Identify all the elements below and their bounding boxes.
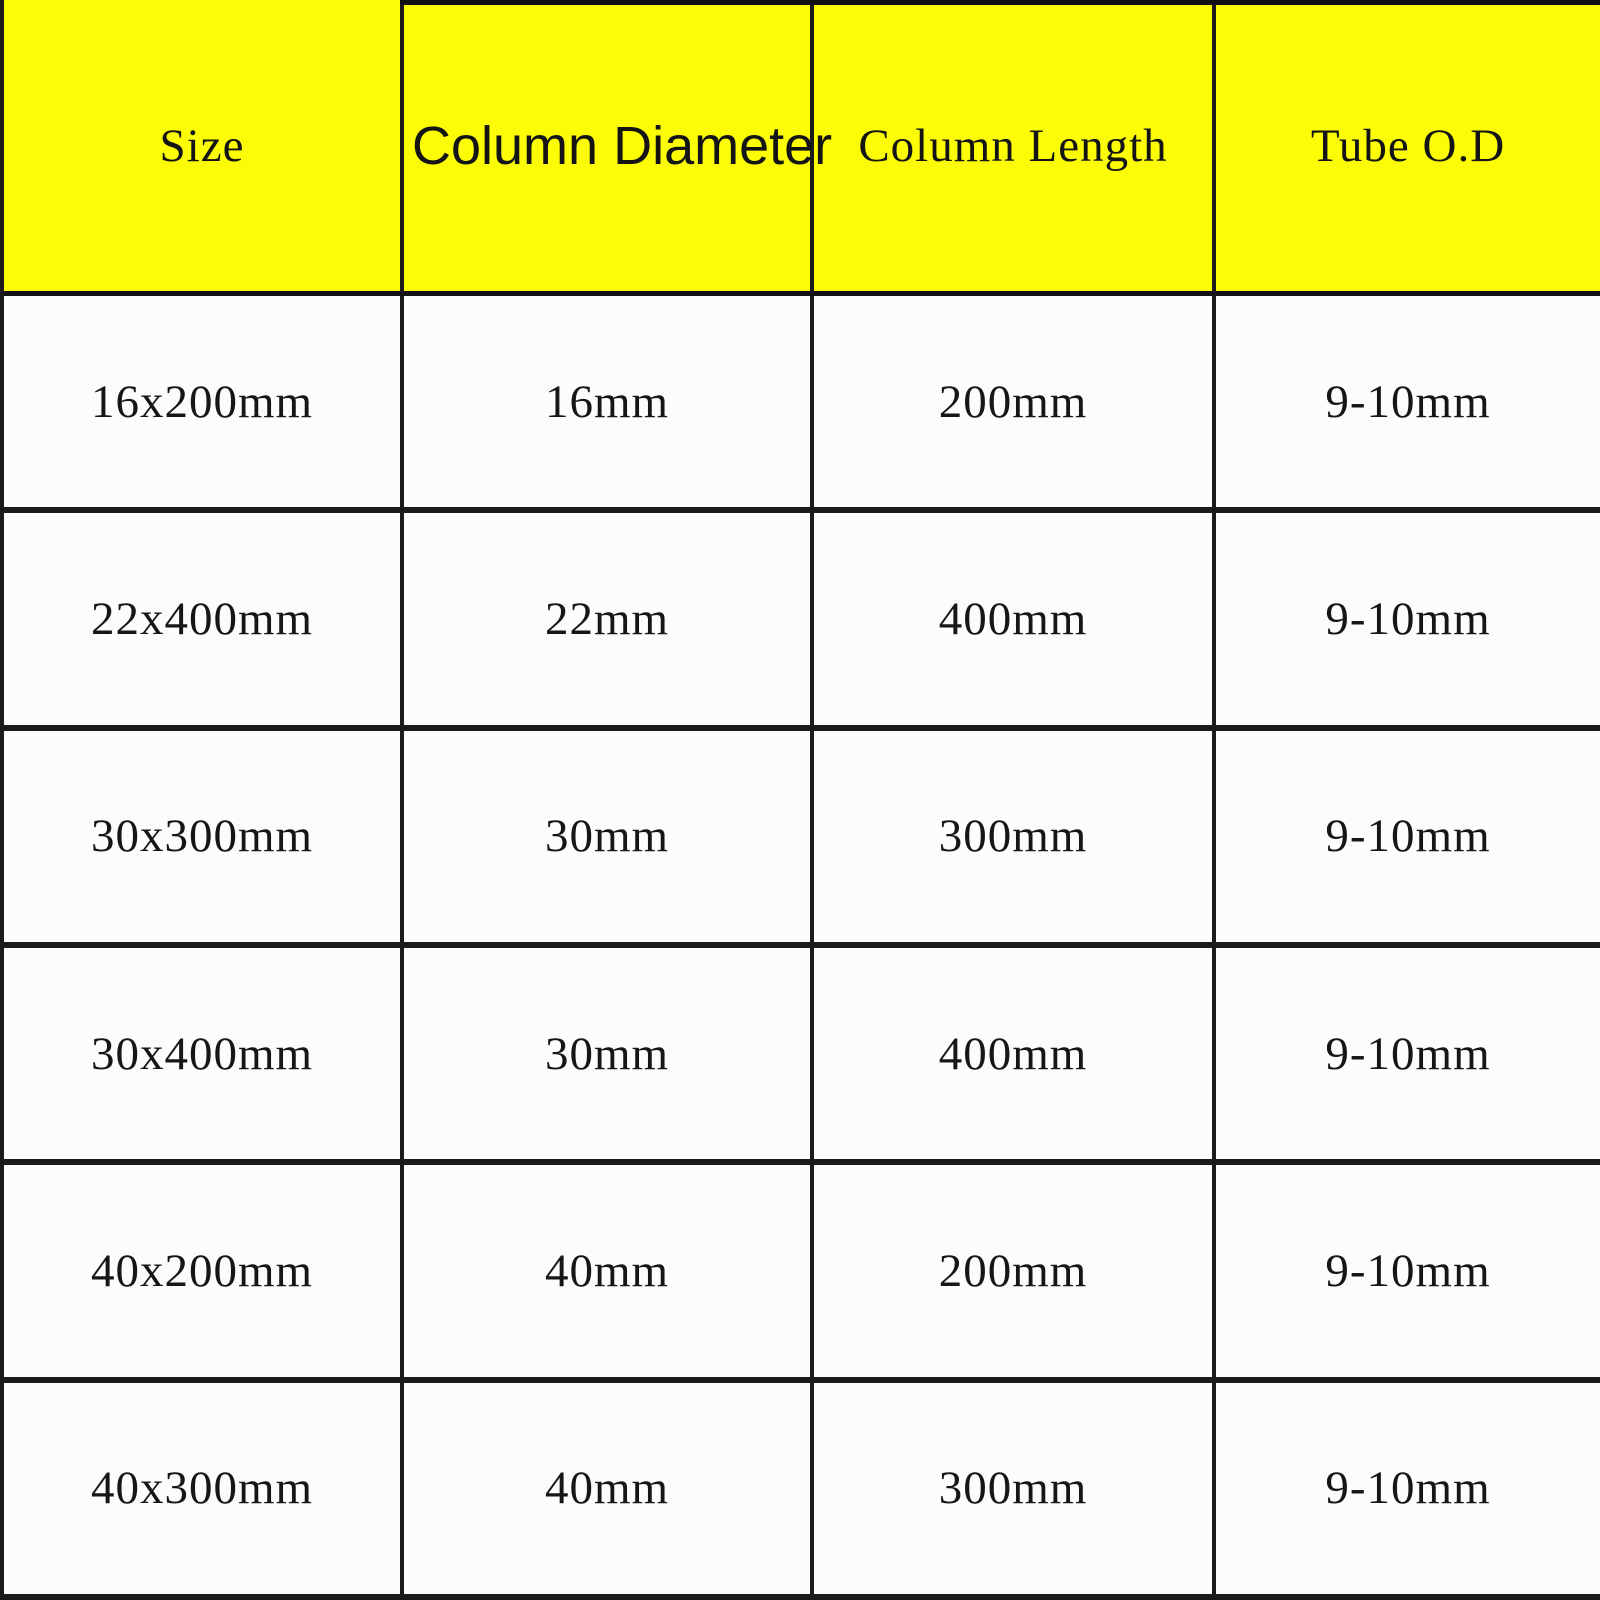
table-cell-length-2: 400mm <box>814 513 1216 731</box>
cell-value: 200mm <box>938 1244 1088 1297</box>
table-cell-diameter-2: 22mm <box>404 513 814 731</box>
cell-value: 9-10mm <box>1325 1462 1491 1515</box>
table-cell-size-3: 30x300mm <box>4 730 404 948</box>
cell-value: 30mm <box>544 810 670 863</box>
cell-value: 40x200mm <box>90 1244 314 1297</box>
header-cell-tube-od: Tube O.D <box>1216 0 1600 296</box>
table-cell-length-4: 400mm <box>814 947 1216 1166</box>
table-cell-tubeod-1: 9-10mm <box>1216 296 1600 514</box>
cell-value: 400mm <box>938 1027 1088 1080</box>
header-cell-size: Size <box>4 0 404 296</box>
top-border-strip <box>400 0 1600 5</box>
header-label-tube-od: Tube O.D <box>1310 119 1506 172</box>
cell-value: 9-10mm <box>1325 375 1491 428</box>
cell-value: 300mm <box>938 1462 1088 1515</box>
table-cell-diameter-1: 16mm <box>404 296 814 514</box>
cell-value: 9-10mm <box>1325 592 1491 645</box>
cell-value: 40mm <box>544 1244 670 1297</box>
header-cell-column-length: Column Length <box>814 0 1216 296</box>
cell-value: 40mm <box>544 1462 670 1515</box>
table-cell-diameter-4: 30mm <box>404 947 814 1166</box>
cell-value: 300mm <box>938 810 1088 863</box>
table-cell-size-2: 22x400mm <box>4 513 404 731</box>
table-cell-size-6: 40x300mm <box>4 1382 404 1600</box>
cell-value: 9-10mm <box>1325 1027 1491 1080</box>
table-cell-diameter-3: 30mm <box>404 730 814 948</box>
header-cell-column-diameter: Column Diameter <box>404 0 832 296</box>
header-label-size: Size <box>159 119 245 172</box>
table-cell-length-1: 200mm <box>814 296 1216 514</box>
cell-value: 22x400mm <box>90 592 314 645</box>
cell-value: 30x400mm <box>90 1027 314 1080</box>
header-label-column-length: Column Length <box>858 119 1168 172</box>
table-cell-diameter-6: 40mm <box>404 1382 814 1600</box>
cell-value: 9-10mm <box>1325 1244 1491 1297</box>
table-cell-length-3: 300mm <box>814 730 1216 948</box>
table-cell-tubeod-2: 9-10mm <box>1216 513 1600 731</box>
cell-value: 16x200mm <box>90 375 314 428</box>
cell-value: 9-10mm <box>1325 810 1491 863</box>
table-cell-diameter-5: 40mm <box>404 1165 814 1383</box>
cell-value: 22mm <box>544 592 670 645</box>
table-cell-size-4: 30x400mm <box>4 947 404 1166</box>
table-cell-size-1: 16x200mm <box>4 296 404 514</box>
cell-value: 40x300mm <box>90 1462 314 1515</box>
table-cell-tubeod-3: 9-10mm <box>1216 730 1600 948</box>
cell-value: 30x300mm <box>90 810 314 863</box>
table-cell-size-5: 40x200mm <box>4 1165 404 1383</box>
cell-value: 16mm <box>544 375 670 428</box>
table-cell-length-5: 200mm <box>814 1165 1216 1383</box>
table-cell-length-6: 300mm <box>814 1382 1216 1600</box>
table-cell-tubeod-5: 9-10mm <box>1216 1165 1600 1383</box>
cell-value: 200mm <box>938 375 1088 428</box>
header-label-column-diameter: Column Diameter <box>412 115 833 176</box>
table-cell-tubeod-4: 9-10mm <box>1216 947 1600 1166</box>
cell-value: 400mm <box>938 592 1088 645</box>
table-cell-tubeod-6: 9-10mm <box>1216 1382 1600 1600</box>
cell-value: 30mm <box>544 1027 670 1080</box>
